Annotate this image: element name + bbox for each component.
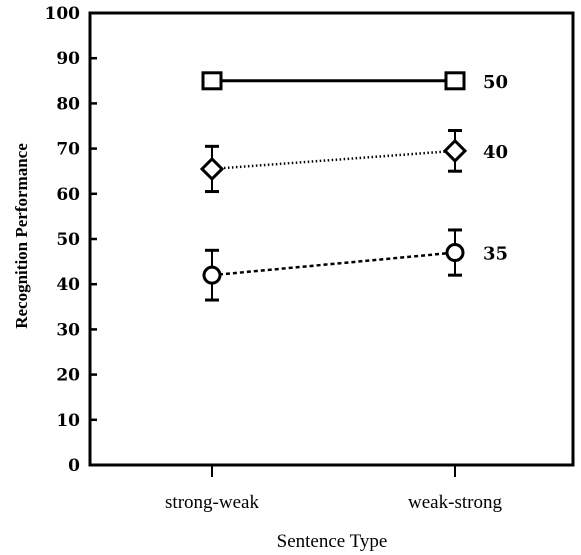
y-tick-label: 0 [68, 456, 80, 476]
data-point [201, 71, 223, 91]
data-point [442, 138, 468, 163]
series-40: 40 [199, 129, 508, 194]
y-tick-label: 80 [56, 94, 80, 114]
x-axis-title: Sentence Type [277, 531, 388, 552]
x-tick-label: weak-strong [408, 492, 502, 513]
y-tick-label: 60 [56, 185, 80, 205]
y-tick-label: 50 [56, 230, 80, 250]
series-line [211, 251, 456, 277]
data-point [199, 156, 225, 182]
data-point [445, 243, 465, 263]
y-tick-label: 90 [56, 49, 80, 69]
y-tick-label: 20 [56, 366, 80, 386]
y-axis-ticks: 0 10 20 30 40 50 60 70 80 90 100 [45, 4, 97, 476]
y-tick-label: 100 [45, 4, 81, 24]
series-line [211, 149, 456, 171]
series-group: 50 40 35 [199, 71, 508, 302]
series-50: 50 [201, 71, 508, 93]
series-label: 50 [483, 72, 508, 93]
y-tick-label: 70 [56, 140, 80, 160]
y-tick-label: 30 [56, 320, 80, 340]
y-axis-title: Recognition Performance [12, 143, 31, 329]
series-35: 35 [202, 228, 508, 302]
data-point [444, 71, 466, 91]
series-label: 40 [483, 142, 508, 163]
y-tick-label: 10 [56, 411, 80, 431]
series-label: 35 [483, 244, 508, 265]
x-tick-label: strong-weak [165, 492, 259, 513]
y-tick-label: 40 [56, 275, 80, 295]
data-point [202, 265, 222, 285]
x-axis-ticks: strong-weak weak-strong [165, 465, 502, 513]
